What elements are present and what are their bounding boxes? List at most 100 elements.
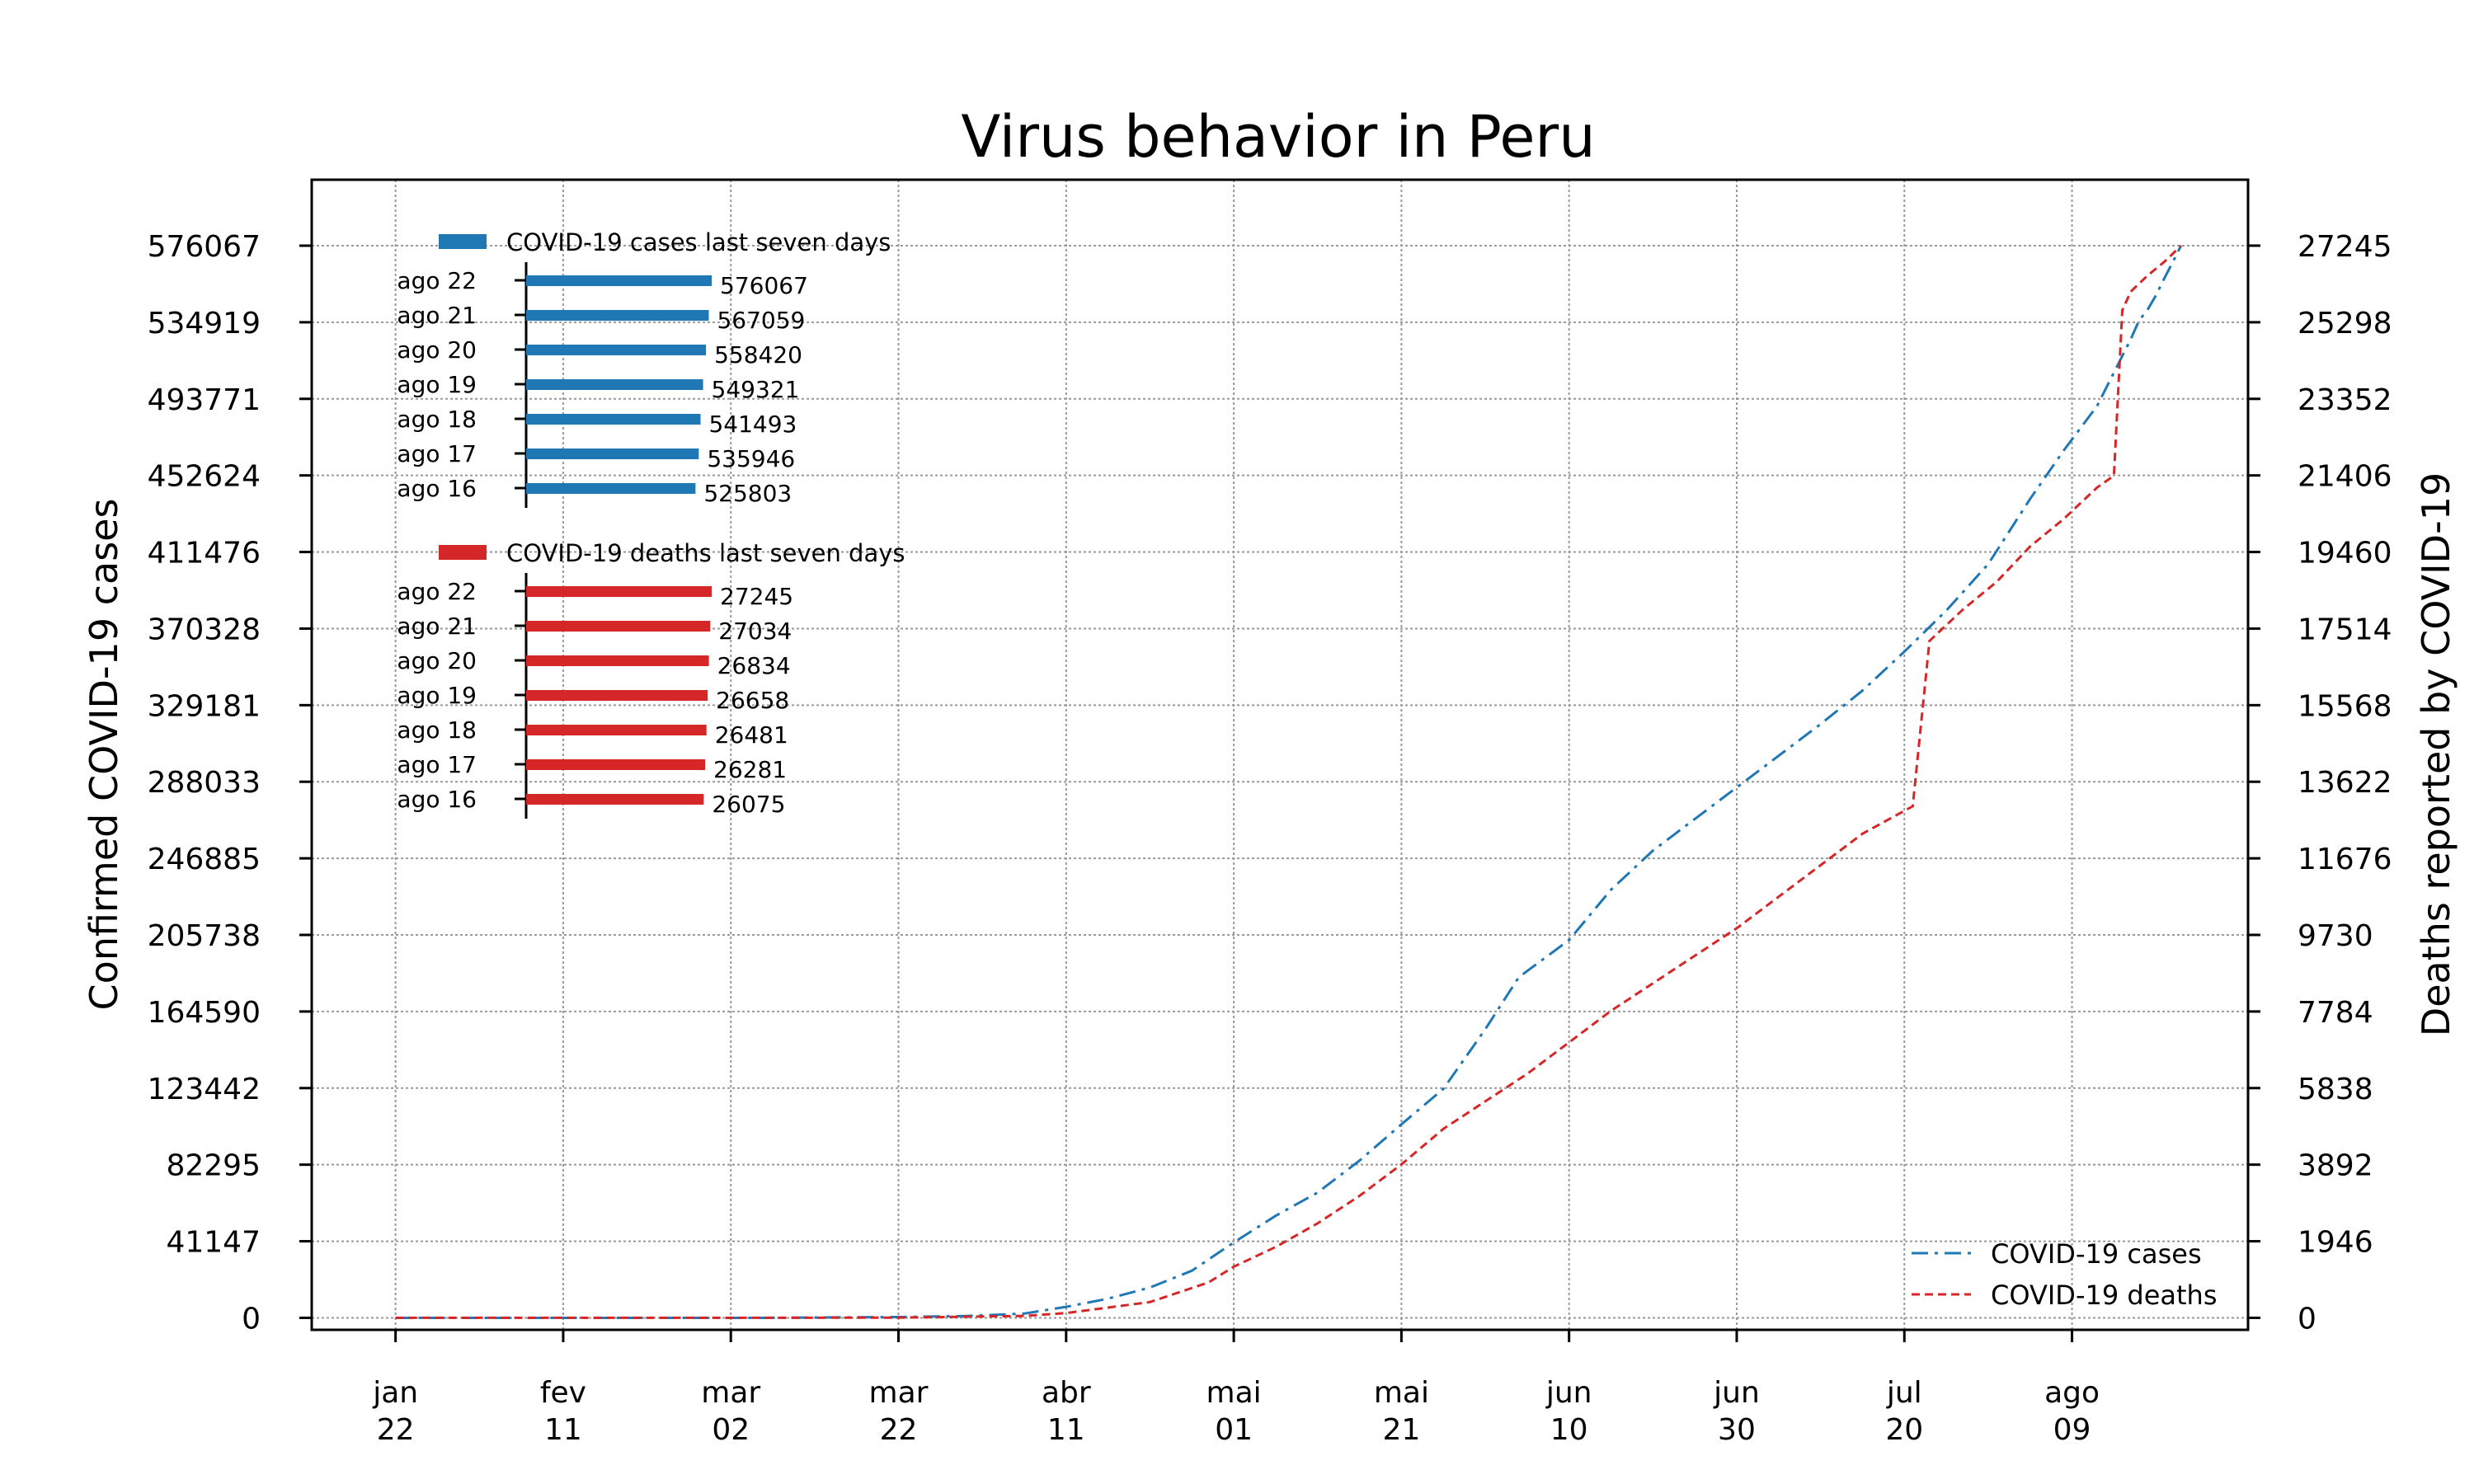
- inset-value-label: 576067: [720, 272, 808, 299]
- y-tick-label-right: 11676: [2298, 843, 2392, 876]
- x-tick-label: 01: [1215, 1413, 1253, 1447]
- inset-row-label: ago 20: [397, 647, 477, 674]
- inset-value-label: 26481: [715, 721, 788, 749]
- inset-bar: [526, 621, 711, 632]
- inset-value-label: 549321: [712, 376, 800, 403]
- x-tick-label: 20: [1885, 1413, 1923, 1447]
- y-axis-label-left: Confirmed COVID-19 cases: [82, 499, 126, 1011]
- inset-bar: [526, 483, 696, 494]
- inset-bar: [526, 655, 709, 666]
- x-tick-label: 22: [880, 1413, 918, 1447]
- inset-value-label: 535946: [707, 445, 795, 472]
- y-tick-label-right: 19460: [2298, 537, 2392, 571]
- inset-legend-swatch: [439, 545, 487, 560]
- x-tick-label: jan: [372, 1376, 418, 1410]
- inset-row-label: ago 19: [397, 682, 477, 709]
- axes: jan22fev11mar02mar22abr11mai01mai21jun10…: [148, 178, 2392, 1447]
- inset-row-label: ago 19: [397, 371, 477, 398]
- y-tick-label-left: 205738: [148, 919, 261, 953]
- y-tick-label-right: 17514: [2298, 613, 2392, 646]
- inset-bar: [526, 690, 708, 701]
- y-tick-label-right: 25298: [2298, 307, 2392, 340]
- inset-value-label: 26658: [716, 687, 789, 714]
- x-tick-label: 22: [377, 1413, 415, 1447]
- inset-value-label: 567059: [717, 307, 805, 334]
- x-tick-label: abr: [1042, 1376, 1091, 1410]
- inset-bar: [526, 586, 712, 597]
- legend: COVID-19 cases COVID-19 deaths: [1912, 1238, 2217, 1311]
- inset-bar: [526, 345, 707, 355]
- x-tick-label: mar: [701, 1376, 760, 1410]
- inset-bar: [526, 725, 707, 735]
- x-tick-label: mar: [869, 1376, 929, 1410]
- y-tick-label-left: 493771: [148, 383, 261, 417]
- x-tick-label: 30: [1718, 1413, 1756, 1447]
- y-tick-label-left: 576067: [148, 230, 261, 264]
- inset-row-label: ago 17: [397, 440, 477, 467]
- inset-row-label: ago 21: [397, 302, 477, 329]
- x-tick-label: 09: [2053, 1413, 2091, 1447]
- inset-value-label: 541493: [708, 411, 797, 438]
- legend-label: COVID-19 cases: [1991, 1238, 2202, 1270]
- legend-label: COVID-19 deaths: [1991, 1280, 2217, 1311]
- y-tick-label-right: 7784: [2298, 996, 2373, 1030]
- inset-bar: [526, 759, 706, 770]
- inset-row-label: ago 20: [397, 336, 477, 364]
- y-axis-label-right: Deaths reported by COVID-19: [2414, 472, 2458, 1036]
- y-tick-label-left: 329181: [148, 689, 261, 723]
- x-tick-label: 10: [1550, 1413, 1588, 1447]
- inset-deaths: COVID-19 deaths last seven days ago 22 272…: [397, 539, 905, 819]
- inset-bar: [526, 794, 704, 805]
- y-tick-label-right: 3892: [2298, 1149, 2373, 1183]
- y-tick-label-right: 13622: [2298, 766, 2392, 800]
- inset-title: COVID-19 cases last seven days: [506, 228, 891, 256]
- y-tick-label-left: 0: [242, 1302, 261, 1336]
- x-tick-label: mai: [1374, 1376, 1429, 1410]
- x-tick-label: ago: [2044, 1376, 2100, 1410]
- inset-value-label: 558420: [714, 341, 802, 369]
- y-tick-label-right: 15568: [2298, 689, 2392, 723]
- inset-row-label: ago 22: [397, 578, 477, 605]
- series-lines: [395, 244, 2183, 1319]
- y-tick-label-right: 27245: [2298, 230, 2392, 264]
- inset-value-label: 26281: [713, 756, 787, 783]
- inset-row-label: ago 22: [397, 267, 477, 294]
- inset-value-label: 26075: [712, 791, 785, 818]
- y-tick-label-left: 246885: [148, 843, 261, 876]
- inset-bar: [526, 414, 701, 425]
- y-tick-label-left: 288033: [148, 766, 261, 800]
- y-tick-label-right: 9730: [2298, 919, 2373, 953]
- y-tick-label-right: 23352: [2298, 383, 2392, 417]
- x-tick-label: jul: [1886, 1376, 1922, 1410]
- inset-bar: [526, 275, 712, 286]
- x-tick-label: fev: [540, 1376, 586, 1410]
- y-tick-label-right: 21406: [2298, 460, 2392, 494]
- x-tick-label: 11: [544, 1413, 582, 1447]
- grid: [312, 180, 2248, 1330]
- inset-bar-charts: COVID-19 cases last seven days ago 22 5760…: [397, 228, 905, 819]
- inset-cases: COVID-19 cases last seven days ago 22 5760…: [397, 228, 891, 508]
- y-tick-label-left: 411476: [148, 537, 261, 571]
- inset-value-label: 27034: [718, 618, 792, 645]
- chart-title: Virus behavior in Peru: [961, 103, 1595, 171]
- y-tick-label-left: 164590: [148, 996, 261, 1030]
- inset-row-label: ago 18: [397, 716, 477, 744]
- inset-value-label: 26834: [717, 652, 791, 679]
- inset-bar: [526, 310, 709, 321]
- y-tick-label-left: 123442: [148, 1073, 261, 1106]
- x-tick-label: 11: [1047, 1413, 1085, 1447]
- inset-title: COVID-19 deaths last seven days: [506, 539, 905, 567]
- y-tick-label-right: 0: [2298, 1302, 2316, 1336]
- x-tick-label: jun: [1713, 1376, 1760, 1410]
- x-tick-label: mai: [1206, 1376, 1262, 1410]
- inset-value-label: 27245: [720, 583, 793, 610]
- inset-bar: [526, 448, 699, 459]
- inset-value-label: 525803: [703, 480, 792, 507]
- y-tick-label-right: 5838: [2298, 1073, 2373, 1106]
- inset-row-label: ago 18: [397, 406, 477, 433]
- x-tick-label: 02: [712, 1413, 750, 1447]
- y-tick-label-left: 534919: [148, 307, 261, 340]
- y-tick-label-left: 452624: [148, 460, 261, 494]
- inset-bar: [526, 379, 703, 390]
